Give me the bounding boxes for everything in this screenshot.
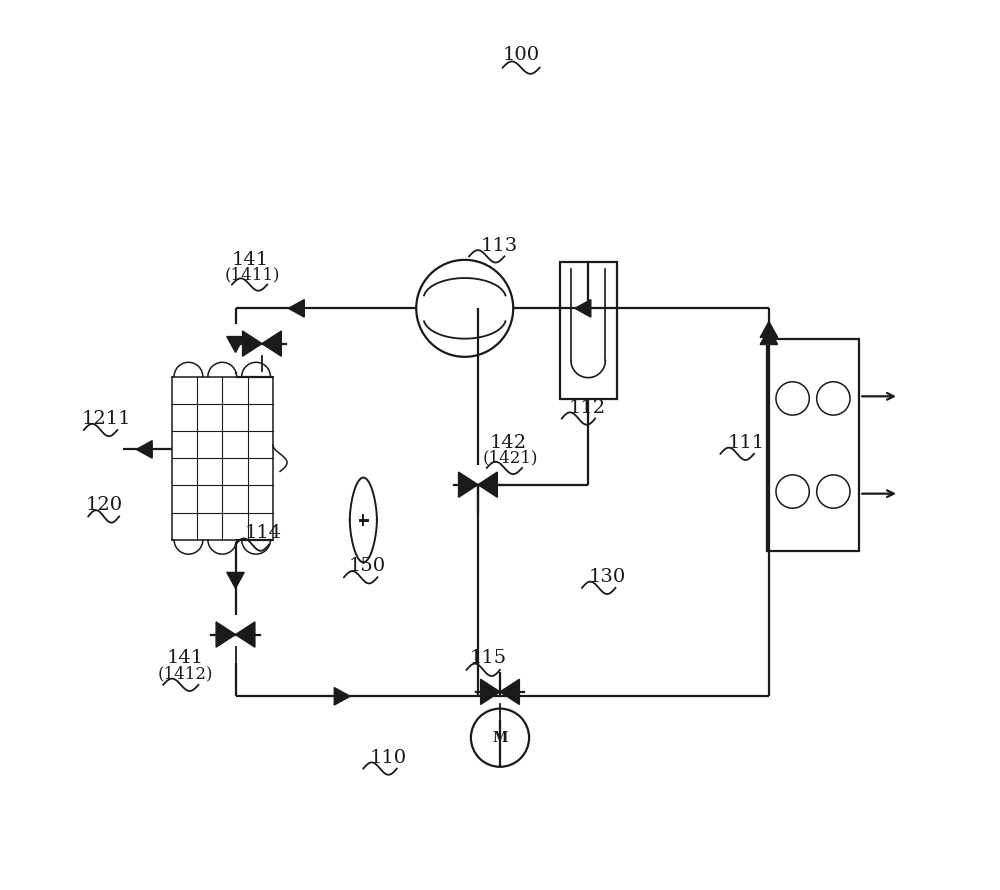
Text: M: M <box>492 731 508 745</box>
Polygon shape <box>334 688 350 705</box>
Polygon shape <box>136 441 152 458</box>
Polygon shape <box>760 328 778 344</box>
Text: 142: 142 <box>489 434 527 452</box>
Text: 150: 150 <box>348 557 385 575</box>
Polygon shape <box>500 679 519 705</box>
Polygon shape <box>288 300 304 317</box>
Text: 141: 141 <box>232 251 269 269</box>
Text: 1211: 1211 <box>81 409 131 427</box>
Polygon shape <box>262 331 281 356</box>
Text: 113: 113 <box>481 237 518 255</box>
Text: 115: 115 <box>470 650 507 668</box>
Text: 111: 111 <box>727 434 765 452</box>
Polygon shape <box>227 336 244 352</box>
Text: 110: 110 <box>370 749 407 767</box>
Text: 112: 112 <box>569 399 606 417</box>
Polygon shape <box>575 300 591 317</box>
Text: (1421): (1421) <box>482 449 538 466</box>
Text: (1411): (1411) <box>225 266 280 283</box>
Polygon shape <box>760 321 778 337</box>
Bar <box>560 262 617 399</box>
Text: 141: 141 <box>167 650 204 668</box>
Text: 114: 114 <box>244 524 281 542</box>
Polygon shape <box>459 472 478 498</box>
Polygon shape <box>243 331 262 356</box>
Polygon shape <box>216 622 236 647</box>
Polygon shape <box>481 679 500 705</box>
Text: 120: 120 <box>86 496 123 514</box>
Text: 130: 130 <box>588 568 625 587</box>
Bar <box>767 339 859 551</box>
Polygon shape <box>478 472 497 498</box>
Polygon shape <box>227 572 244 588</box>
Text: (1412): (1412) <box>158 666 213 683</box>
Text: 100: 100 <box>503 46 540 64</box>
Polygon shape <box>236 622 255 647</box>
